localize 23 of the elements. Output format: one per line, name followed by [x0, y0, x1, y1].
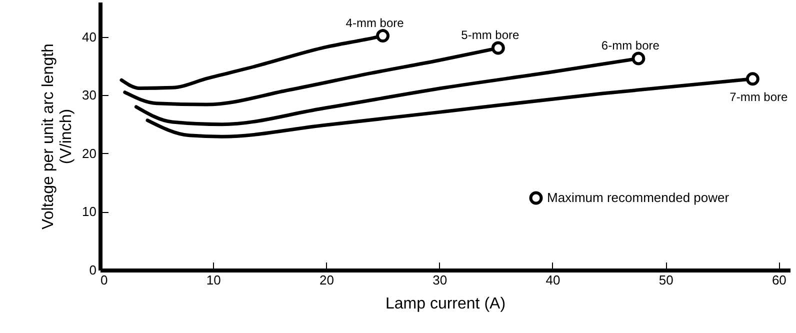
point	[746, 72, 760, 86]
x-tick-label: 10	[206, 272, 221, 288]
y-tick-label: 30	[82, 88, 96, 103]
x-tick-label: 30	[432, 272, 448, 288]
y-tick-label: 0	[89, 262, 96, 278]
series-label: 7-mm bore	[730, 90, 788, 104]
x-axis-title: Lamp current (A)	[385, 296, 506, 312]
x-tick-label: 0	[100, 272, 108, 288]
series-label: 5-mm bore	[461, 28, 520, 42]
y-tick-label: 40	[82, 29, 96, 44]
y-tick-label: 10	[82, 204, 96, 220]
legend-label: Maximum recommended power	[547, 190, 730, 205]
x-tick-label: 50	[658, 272, 674, 288]
x-tick-label: 60	[772, 272, 786, 288]
x-tick-label: 20	[319, 272, 334, 288]
y-tick-label: 20	[82, 146, 96, 161]
point	[376, 29, 390, 43]
point	[632, 52, 646, 66]
y-axis-title: Voltage per unit arc length (V/inch)	[40, 44, 76, 230]
series-label: 6-mm bore	[601, 38, 660, 53]
point	[491, 41, 505, 55]
x-tick-label: 40	[546, 272, 560, 288]
series-label: 4-mm bore	[346, 16, 404, 30]
